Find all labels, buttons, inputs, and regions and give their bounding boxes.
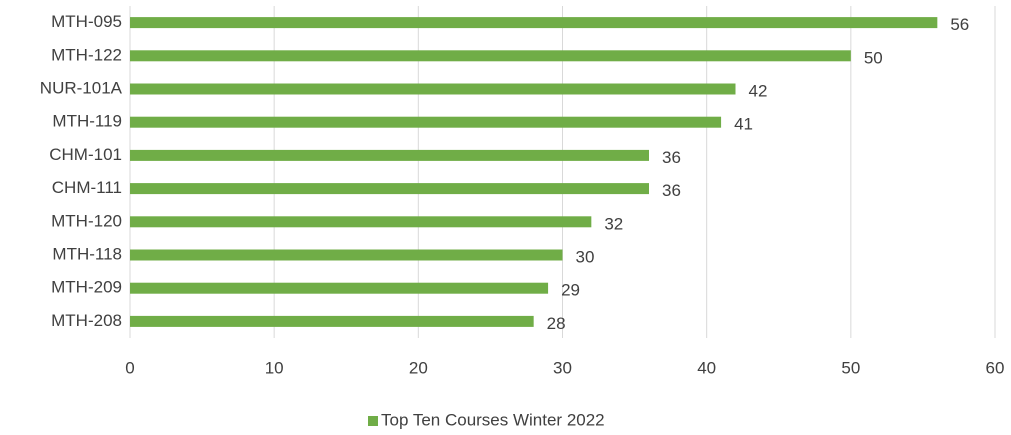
y-tick-label: MTH-122 <box>51 45 122 64</box>
bar <box>130 282 549 294</box>
legend-swatch <box>368 416 378 426</box>
bar <box>130 249 563 261</box>
x-tick-label: 20 <box>409 358 428 377</box>
y-tick-label: MTH-118 <box>52 244 122 263</box>
x-tick-label: 50 <box>841 358 860 377</box>
y-tick-label: CHM-101 <box>49 145 122 164</box>
data-label: 36 <box>662 148 681 167</box>
y-tick-label: MTH-120 <box>51 211 122 230</box>
data-label: 29 <box>561 281 580 300</box>
bar <box>130 183 649 195</box>
x-tick-label: 0 <box>125 358 134 377</box>
data-label: 36 <box>662 181 681 200</box>
y-tick-label: MTH-209 <box>51 278 122 297</box>
legend-label: Top Ten Courses Winter 2022 <box>381 410 605 429</box>
y-tick-label: MTH-095 <box>51 12 122 31</box>
y-tick-label: MTH-208 <box>51 311 122 330</box>
y-tick-label: NUR-101A <box>40 78 123 97</box>
bar <box>130 149 649 161</box>
bar <box>130 50 851 62</box>
bar <box>130 216 592 228</box>
bar <box>130 17 938 29</box>
x-tick-label: 40 <box>697 358 716 377</box>
data-label: 41 <box>734 115 753 134</box>
x-tick-label: 60 <box>986 358 1005 377</box>
bar <box>130 315 534 327</box>
x-tick-label: 30 <box>553 358 572 377</box>
bar <box>130 116 722 128</box>
y-tick-label: CHM-111 <box>52 178 122 197</box>
bar <box>130 83 736 95</box>
data-label: 50 <box>864 48 883 67</box>
x-tick-label: 10 <box>265 358 284 377</box>
data-label: 28 <box>547 314 566 333</box>
data-label: 42 <box>749 81 768 100</box>
data-label: 32 <box>604 214 623 233</box>
data-label: 30 <box>576 247 595 266</box>
data-label: 56 <box>950 15 969 34</box>
y-tick-label: MTH-119 <box>52 112 122 131</box>
